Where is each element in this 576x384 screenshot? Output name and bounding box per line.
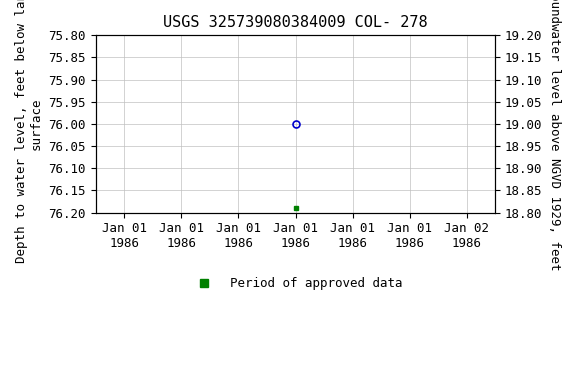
Y-axis label: Depth to water level, feet below land
surface: Depth to water level, feet below land su… — [15, 0, 43, 263]
Y-axis label: Groundwater level above NGVD 1929, feet: Groundwater level above NGVD 1929, feet — [548, 0, 561, 270]
Legend: Period of approved data: Period of approved data — [184, 272, 407, 295]
Title: USGS 325739080384009 COL- 278: USGS 325739080384009 COL- 278 — [163, 15, 428, 30]
